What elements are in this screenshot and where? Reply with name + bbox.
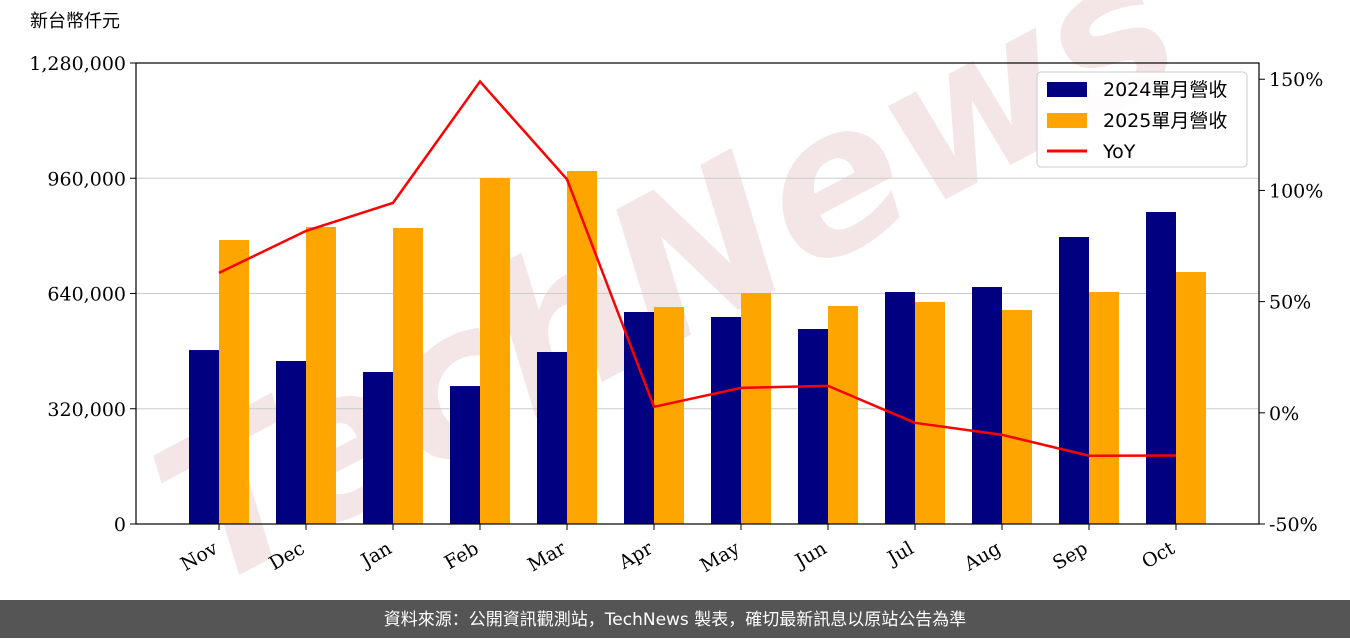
bar (798, 329, 828, 524)
bar (306, 227, 336, 525)
y-tick-label: 960,000 (47, 168, 126, 190)
footer: 資料來源：公開資訊觀測站，TechNews 製表，確切最新訊息以原站公告為準 (384, 610, 966, 630)
y2-tick-label: 150% (1269, 69, 1323, 91)
bar (189, 350, 219, 524)
x-tick-label: Jul (882, 537, 917, 570)
y-tick-label: 0 (114, 514, 126, 536)
bar (480, 177, 510, 524)
x-tick-label: Jun (790, 537, 831, 573)
legend-label: 2025單月營收 (1103, 110, 1227, 132)
bar (276, 360, 306, 524)
plot-frame (135, 62, 1260, 525)
y2-tick-label: 100% (1269, 180, 1323, 202)
y-tick-label: 320,000 (47, 399, 126, 421)
bar (711, 316, 741, 524)
y2-tick-label: -50% (1269, 514, 1318, 536)
bar (450, 386, 480, 524)
x-tick-label: Oct (1138, 537, 1179, 573)
bar (1002, 309, 1032, 524)
y-axis-unit: 新台幣仟元 (30, 11, 120, 32)
y2-tick-label: 0% (1269, 403, 1299, 425)
x-tick-label: Aug (960, 537, 1005, 576)
legend-swatch (1047, 82, 1087, 97)
bar (219, 240, 249, 525)
legend-label: 2024單月營收 (1103, 79, 1227, 101)
line (218, 79, 1177, 457)
bar (393, 227, 423, 524)
footer-bar (0, 600, 1350, 638)
bar (1146, 211, 1176, 524)
legend-box (1036, 71, 1248, 168)
legend-label: YoY (1102, 141, 1136, 163)
y2-tick-label: 50% (1269, 292, 1311, 314)
bar (741, 292, 771, 524)
bar (972, 287, 1002, 524)
bar (1176, 271, 1206, 524)
legend-swatch (1047, 113, 1087, 128)
x-tick-label: Mar (524, 537, 570, 576)
bar (915, 301, 945, 524)
bar (567, 171, 597, 524)
bar (885, 291, 915, 524)
bar (828, 305, 858, 524)
bar (1089, 291, 1119, 524)
x-tick-label: Feb (441, 537, 483, 574)
bar (363, 372, 393, 524)
bar (1059, 236, 1089, 524)
x-tick-label: Sep (1049, 537, 1092, 574)
bar (654, 307, 684, 524)
bar (537, 351, 567, 524)
y-tick-label: 1,280,000 (29, 53, 126, 75)
bar (624, 312, 654, 524)
y-tick-label: 640,000 (47, 284, 126, 306)
x-tick-label: May (697, 537, 744, 577)
x-tick-label: Apr (614, 537, 657, 574)
